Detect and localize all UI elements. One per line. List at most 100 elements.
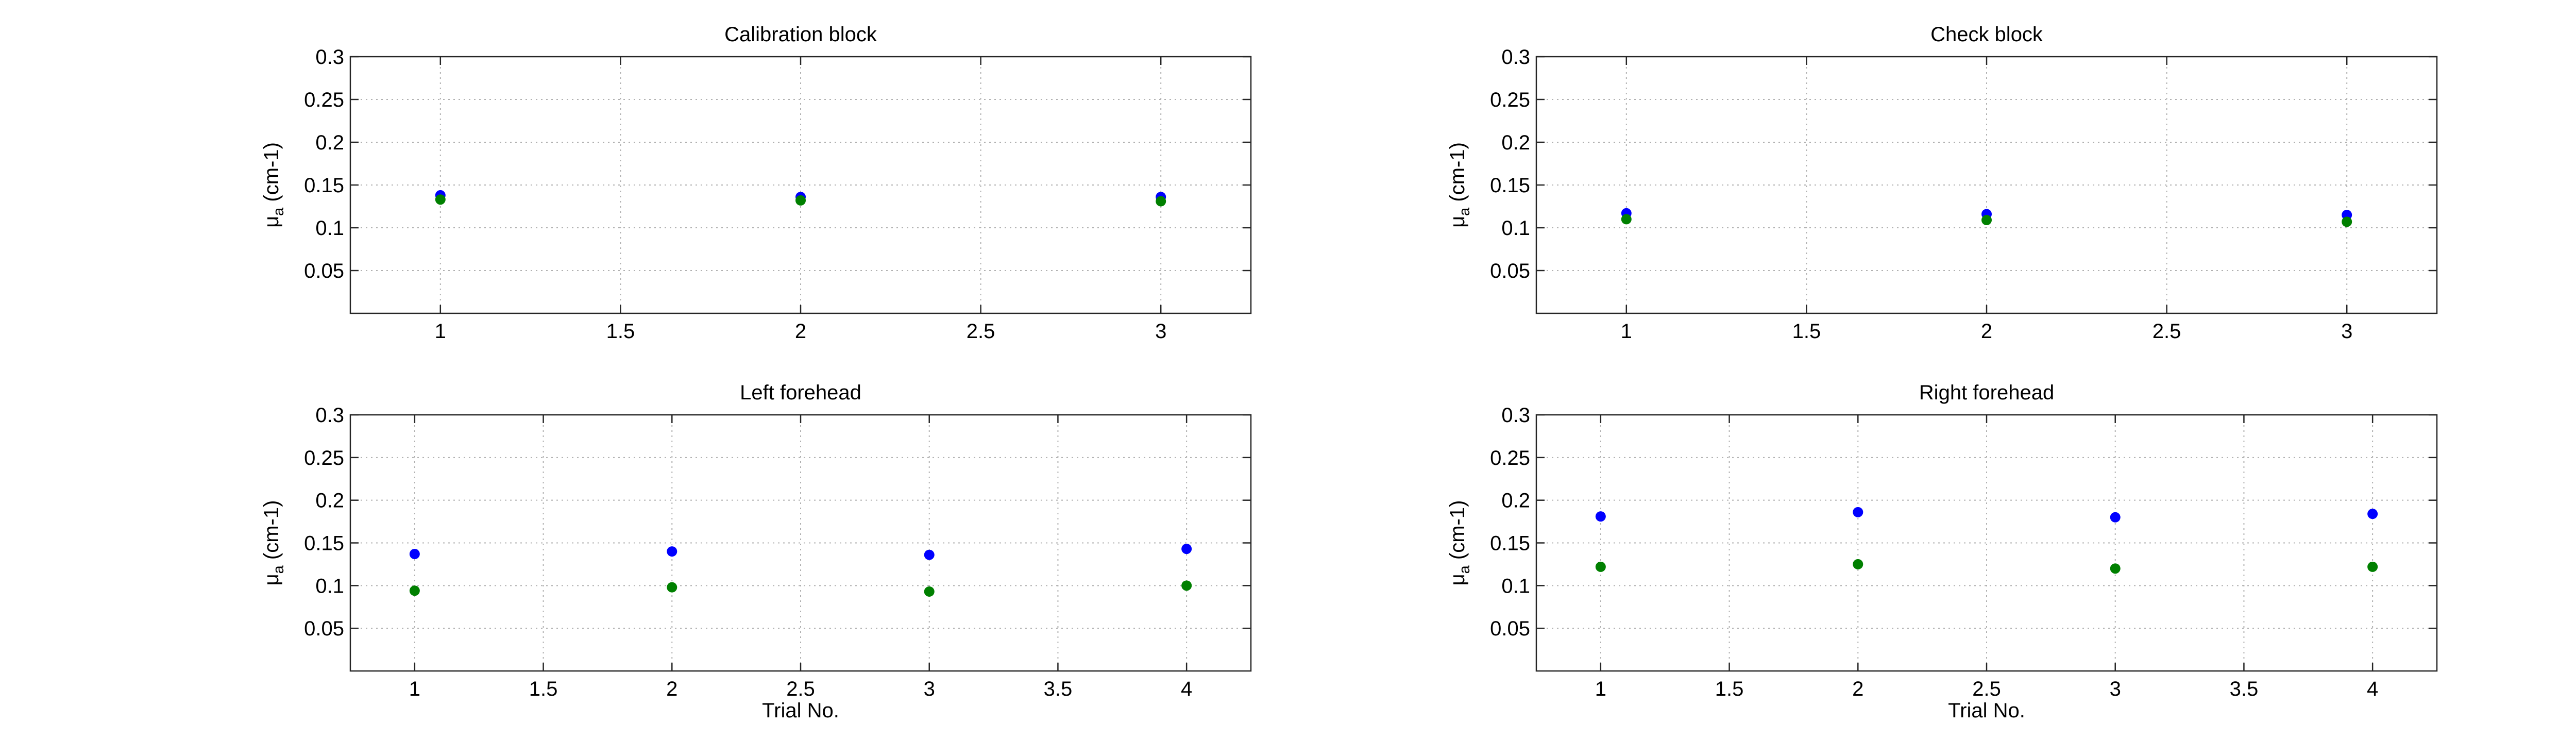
x-tick-label: 2 [1852,678,1863,700]
x-tick-label: 2.5 [1972,678,2001,700]
x-tick-label: 3 [1155,320,1166,343]
chart-panel-1: 1 1.5 2 2.5 3 0.05 0.1 0.15 0.2 0.25 0.3 Calibratio… [260,23,1252,343]
y-axis-label-unit: (cm-1) [260,142,283,208]
data-point-series-2 [1853,559,1863,569]
y-tick-label: 0.3 [315,404,344,427]
y-tick-label: 0.25 [304,447,344,469]
y-tick-label: 0.3 [315,46,344,69]
x-tick-label: 1.5 [1715,678,1744,700]
x-tick-label: 2 [1981,320,1992,343]
y-tick-label: 0.1 [315,217,344,240]
y-axis-label-unit: (cm-1) [260,500,283,566]
data-point-series-1 [2367,509,2378,519]
y-tick-label: 0.1 [315,575,344,597]
x-axis-label: Trial No. [1948,699,2025,722]
y-tick-label: 0.05 [304,260,344,282]
y-tick-label: 0.05 [1490,260,1530,282]
y-tick-label: 0.05 [1490,617,1530,640]
x-tick-label: 2.5 [786,678,815,700]
y-tick-label: 0.2 [1501,490,1530,512]
data-point-series-1 [409,549,420,560]
y-tick-label: 0.1 [1501,217,1530,240]
y-axis-label: μa (cm-1) [1446,142,1473,228]
x-tick-label: 3.5 [1044,678,1073,700]
data-point-series-2 [1156,196,1166,207]
x-axis-label: Trial No. [762,699,839,722]
data-point-series-2 [2110,563,2121,574]
data-point-series-1 [2110,512,2121,523]
y-axis-label-symbol: μ [1446,216,1469,228]
data-point-series-2 [1981,215,1992,226]
data-point-series-2 [924,586,935,597]
data-point-series-2 [2342,216,2352,227]
data-point-series-2 [409,585,420,596]
x-tick-label: 1.5 [529,678,558,700]
data-point-series-2 [1181,580,1192,591]
axes-frame [1535,56,2438,314]
data-point-series-1 [1853,507,1863,517]
data-point-series-2 [795,195,806,206]
data-point-series-2 [1621,214,1632,225]
y-axis-label-unit: (cm-1) [1446,142,1469,208]
chart-title: Calibration block [724,23,877,46]
x-tick-label: 2 [666,678,677,700]
axes-frame [1535,414,2438,672]
axes-frame [349,56,1252,314]
data-point-series-2 [667,582,677,593]
x-tick-label: 1.5 [606,320,635,343]
x-tick-label: 3.5 [2230,678,2259,700]
data-point-series-1 [1181,544,1192,555]
x-tick-label: 3 [2341,320,2352,343]
y-tick-label: 0.2 [315,131,344,154]
y-tick-label: 0.15 [1490,174,1530,197]
x-tick-label: 1 [1595,678,1606,700]
y-tick-label: 0.25 [304,89,344,111]
y-tick-label: 0.15 [304,174,344,197]
data-point-series-2 [1595,561,1606,572]
y-tick-label: 0.2 [1501,131,1530,154]
x-tick-label: 4 [1181,678,1192,700]
y-tick-label: 0.05 [304,617,344,640]
y-tick-label: 0.15 [1490,532,1530,555]
data-point-series-1 [667,546,677,557]
y-axis-label-subscript: a [1456,207,1473,216]
y-tick-label: 0.25 [1490,447,1530,469]
x-tick-label: 4 [2367,678,2378,700]
y-axis-label-unit: (cm-1) [1446,500,1469,566]
y-axis-label: μa (cm-1) [260,500,287,586]
chart-panel-3: 1 1.5 2 2.5 3 3.5 4 0.05 0.1 0.15 0.2 0.25 0.3 Left f… [260,381,1252,722]
axes-frame [349,414,1252,672]
y-axis-label-symbol: μ [260,574,283,585]
x-tick-label: 3 [924,678,935,700]
x-tick-label: 1.5 [1792,320,1821,343]
data-point-series-2 [435,194,446,205]
x-tick-label: 1 [1621,320,1632,343]
x-tick-label: 2.5 [2153,320,2181,343]
data-point-series-2 [2367,561,2378,572]
chart-panel-4: 1 1.5 2 2.5 3 3.5 4 0.05 0.1 0.15 0.2 0.25 0.3 Right … [1446,381,2438,722]
y-tick-label: 0.15 [304,532,344,555]
chart-title: Left forehead [740,381,861,404]
data-point-series-1 [924,549,935,560]
y-axis-label: μa (cm-1) [1446,500,1473,586]
y-axis-label: μa (cm-1) [260,142,287,228]
y-axis-label-subscript: a [270,207,287,216]
y-axis-label-subscript: a [270,565,287,574]
y-axis-label-symbol: μ [1446,574,1469,585]
x-tick-label: 1 [409,678,420,700]
x-tick-label: 2 [795,320,806,343]
x-tick-label: 3 [2110,678,2121,700]
chart-title: Check block [1930,23,2043,46]
data-point-series-1 [1595,511,1606,522]
x-tick-label: 1 [435,320,446,343]
y-tick-label: 0.3 [1501,404,1530,427]
y-axis-label-symbol: μ [260,216,283,228]
y-tick-label: 0.2 [315,490,344,512]
y-tick-label: 0.3 [1501,46,1530,69]
y-tick-label: 0.25 [1490,89,1530,111]
y-tick-label: 0.1 [1501,575,1530,597]
chart-title: Right forehead [1919,381,2054,404]
chart-panel-2: 1 1.5 2 2.5 3 0.05 0.1 0.15 0.2 0.25 0.3 Check bloc… [1446,23,2438,343]
